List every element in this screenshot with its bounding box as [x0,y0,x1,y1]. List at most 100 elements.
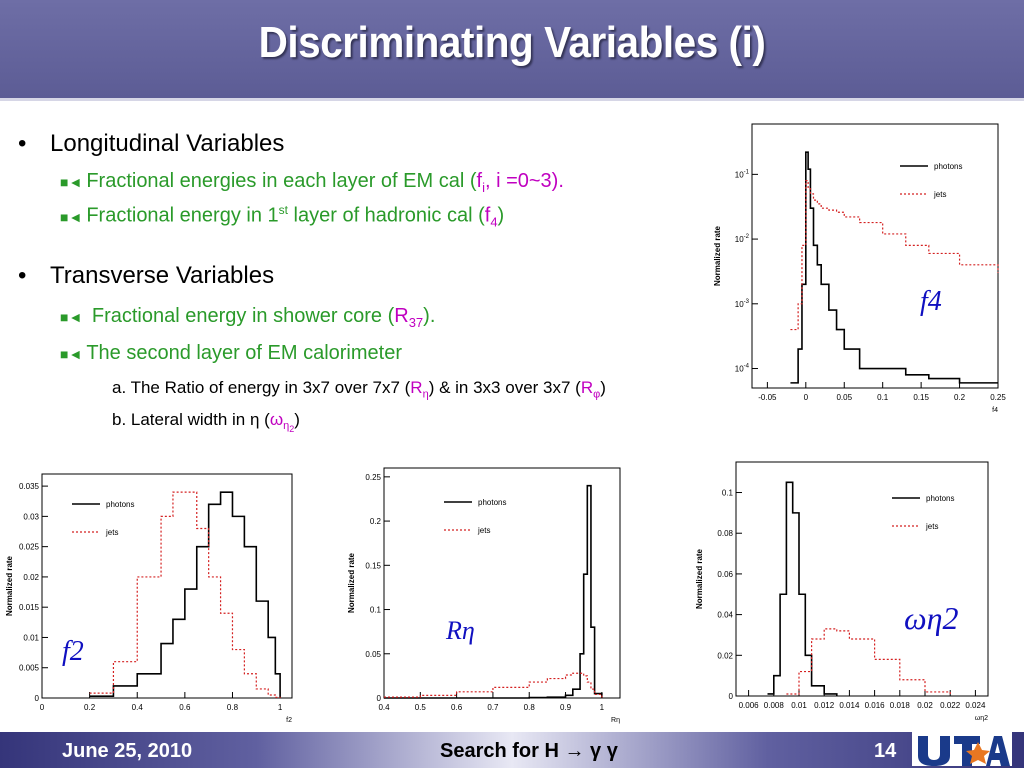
x-tick-label: 0.15 [913,393,929,402]
y-tick-label: 0.04 [717,611,733,620]
plot-frame [735,461,989,697]
label-weta2: ωη2 [904,600,959,636]
plot-frame [41,473,293,699]
footer-date: June 25, 2010 [62,740,193,762]
plot-reta: 0.4 0.5 0.6 0.7 0.8 0.9 1 0 0.05 0.1 0.15 0.2 0.25 No… [344,444,662,730]
sub-bullet-hadronic-energy: ■◄ Fractional energy in 1st layer of hadr… [60,203,505,230]
label-f4: f4 [920,286,942,317]
y-tick-label: 0 [35,694,40,703]
x-tick-label: 0.024 [965,701,986,710]
y-tick-label: 0.25 [365,473,381,482]
y-tick-label: 0.03 [23,512,39,521]
y-tick-label: 0.035 [19,482,40,491]
x-tick-label: 0.016 [865,701,886,710]
legend-label-photons: photons [926,494,954,503]
y-tick-label: 10-2 [735,234,750,244]
y-tick-label: 0.08 [717,529,733,538]
legend-label-photons: photons [478,498,506,507]
sub-bullet-shower-core: ■◄ Fractional energy in shower core (R37… [60,305,436,330]
x-tick-label: 0.2 [954,393,966,402]
legend-label-photons: photons [106,500,134,509]
sub-bullet-second-layer: ■◄ The second layer of EM calorimeter [60,342,402,364]
x-tick-label: 1 [600,703,605,712]
x-tick-label: 0.6 [179,703,191,712]
x-tick-label: 0.2 [84,703,96,712]
y-tick-label: 0 [729,692,734,701]
y-tick-label: 10-4 [735,364,750,374]
y-tick-label: 0.1 [370,606,382,615]
arrow-bullet-icon: ■◄ [60,346,83,362]
x-axis-label: Rη [611,717,620,724]
title-bar [0,0,1024,101]
x-tick-label: 0.022 [940,701,961,710]
y-tick-label: 0.05 [365,650,381,659]
series-line-photons [790,151,998,384]
x-tick-label: 0.02 [917,701,933,710]
x-tick-label: 0.5 [415,703,427,712]
plot-f2: 0 0.2 0.4 0.6 0.8 1 0 0.005 0.01 0.015 0.02 0.025 0.… [2,448,330,730]
x-tick-label: 0.8 [227,703,239,712]
x-tick-label: 0.4 [132,703,144,712]
legend-label-photons: photons [934,162,962,171]
label-f2: f2 [62,636,84,667]
x-tick-label: 0.25 [990,393,1006,402]
y-tick-label: 0.2 [370,517,382,526]
subsub-bullet-width: b. Lateral width in η (ωη2) [112,410,300,435]
x-tick-label: 1 [278,703,283,712]
x-tick-label: 0.05 [836,393,852,402]
x-tick-label: 0.014 [839,701,860,710]
x-tick-label: 0.6 [451,703,463,712]
arrow-bullet-icon: ■◄ [60,174,83,190]
y-tick-label: 10-3 [735,299,750,309]
x-axis-label: f2 [286,717,292,724]
x-tick-label: 0.4 [378,703,390,712]
slide-title: Discriminating Variables (i) [258,18,766,67]
x-tick-label: 0.01 [791,701,807,710]
footer-title: Search for H → γ γ [440,740,618,762]
series-line-photons [767,481,838,696]
y-axis-label: Normalized rate [347,552,356,613]
y-axis-label: Normalized rate [5,555,14,616]
y-tick-label: 0 [377,694,382,703]
legend-label-jets: jets [477,526,490,535]
plot-weta2: 0.006 0.008 0.01 0.012 0.014 0.016 0.018 0.02 0.… [692,440,1022,730]
sub-bullet-em-energies: ■◄ Fractional energies in each layer of E… [60,170,564,195]
x-tick-label: 0.018 [890,701,911,710]
plot-f4: -0.05 0 0.05 0.1 0.15 0.2 0.25 10-4 10-3 10-2 10-1… [710,104,1022,436]
x-tick-label: 0.8 [524,703,536,712]
x-tick-label: 0.9 [560,703,572,712]
y-tick-label: 0.1 [722,489,734,498]
y-tick-label: 0.15 [365,561,381,570]
y-tick-label: 0.005 [19,664,40,673]
x-tick-label: 0 [804,393,809,402]
legend-label-jets: jets [925,522,938,531]
label-reta: Rη [446,616,475,645]
y-tick-label: 0.015 [19,603,40,612]
page-number: 14 [874,740,897,762]
y-tick-label: 0.025 [19,543,40,552]
x-tick-label: 0.006 [739,701,760,710]
bullet-dot-icon: • [18,262,27,289]
uta-logo-icon [912,732,1012,766]
x-tick-label: 0.7 [487,703,499,712]
y-tick-label: 0.06 [717,570,733,579]
plot-frame [751,123,999,389]
y-tick-label: 10-1 [735,169,750,179]
legend-label-jets: jets [105,528,118,537]
series-line-photons [384,484,603,699]
x-tick-label: 0.1 [877,393,889,402]
x-tick-label: 0.012 [814,701,835,710]
arrow-bullet-icon: ■◄ [60,208,83,225]
x-axis-label: ωη2 [975,715,988,722]
y-tick-label: 0.02 [717,651,733,660]
series-line-jets [384,672,603,698]
y-axis-label: Normalized rate [695,548,704,609]
x-tick-label: 0 [40,703,45,712]
series-line-photons [89,491,281,698]
y-axis-label: Normalized rate [713,225,722,286]
bullet-dot-icon: • [18,130,27,157]
x-tick-label: 0.008 [764,701,785,710]
x-axis-label: f4 [992,407,998,414]
y-tick-label: 0.01 [23,633,39,642]
arrow-bullet-icon: ■◄ [60,309,83,325]
